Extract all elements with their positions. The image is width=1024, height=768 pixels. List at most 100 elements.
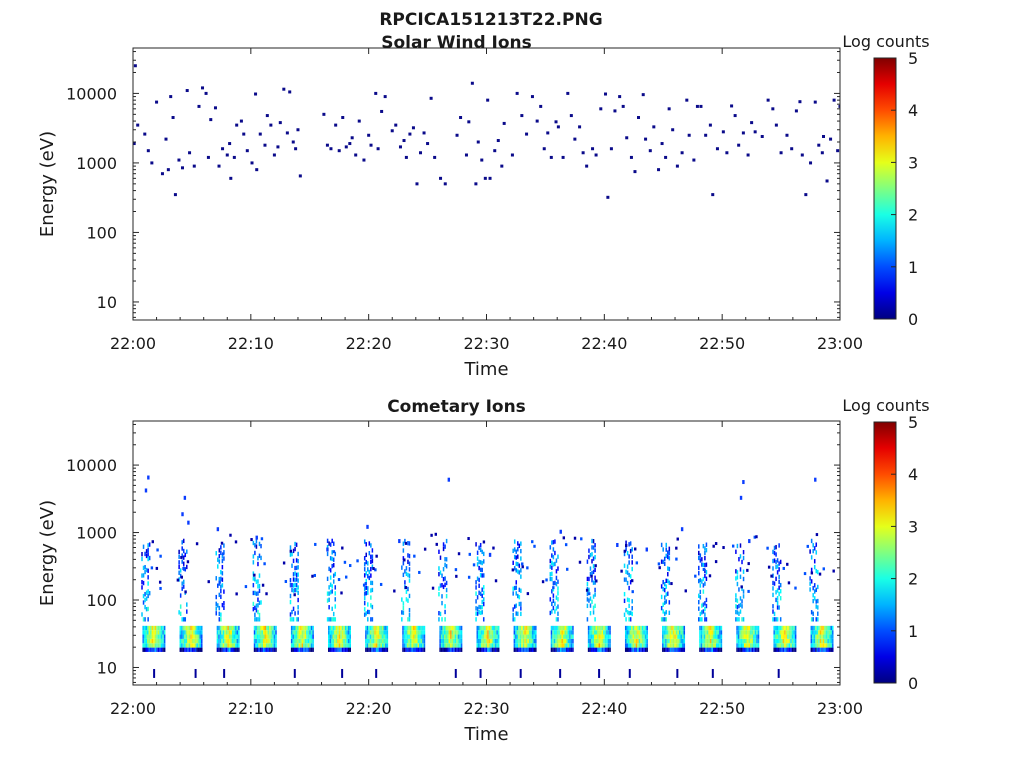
data-point <box>559 668 562 678</box>
data-cell <box>551 540 553 545</box>
data-point <box>630 579 634 583</box>
data-cell <box>668 600 671 605</box>
data-cell <box>371 587 374 593</box>
data-cell <box>672 643 675 648</box>
data-point <box>354 153 358 157</box>
data-cell <box>830 638 832 644</box>
data-cell <box>819 625 822 631</box>
data-cell <box>549 572 552 577</box>
data-cell <box>706 638 709 644</box>
data-cell <box>712 630 715 635</box>
data-cell <box>778 630 780 635</box>
data-cell <box>417 647 420 652</box>
data-point <box>467 575 471 579</box>
data-cell <box>810 634 813 639</box>
data-cell <box>663 625 666 631</box>
data-cell <box>756 638 758 644</box>
data-cell <box>699 643 701 648</box>
data-cell <box>711 638 713 644</box>
data-cell <box>816 647 819 652</box>
data-cell <box>187 647 189 652</box>
data-cell <box>631 606 633 611</box>
data-cell <box>460 630 463 635</box>
data-cell <box>631 554 633 559</box>
colorbar-tick-label: 5 <box>908 413 918 432</box>
data-cell <box>150 630 152 635</box>
data-cell <box>485 625 488 631</box>
panel-title: Cometary Ions <box>387 397 526 417</box>
data-point <box>483 176 487 180</box>
data-cell <box>668 625 670 631</box>
data-cell <box>518 570 521 575</box>
data-cell <box>778 543 780 548</box>
data-cell <box>367 590 369 595</box>
data-cell <box>831 634 834 639</box>
data-cell <box>825 638 828 644</box>
data-cell <box>179 611 182 616</box>
data-cell <box>200 634 203 639</box>
data-cell <box>377 630 379 635</box>
data-cell <box>312 630 314 635</box>
data-cell <box>668 550 671 556</box>
data-point <box>675 546 678 550</box>
data-cell <box>151 647 154 652</box>
data-cell <box>451 647 454 652</box>
data-point <box>708 123 712 127</box>
data-layer <box>141 475 835 678</box>
data-cell <box>626 564 629 569</box>
data-cell <box>810 630 813 635</box>
data-point <box>620 569 623 573</box>
data-cell <box>257 609 259 615</box>
data-cell <box>297 605 299 610</box>
data-cell <box>528 643 531 648</box>
data-cell <box>439 638 441 644</box>
data-cell <box>402 643 404 648</box>
data-cell <box>185 634 188 639</box>
data-cell <box>184 643 186 648</box>
data-cell <box>663 600 666 605</box>
data-cell <box>366 625 369 631</box>
data-cell <box>450 638 452 644</box>
data-cell <box>328 617 330 622</box>
data-cell <box>456 643 458 648</box>
data-cell <box>570 643 573 648</box>
data-cell <box>632 630 635 635</box>
data-cell <box>343 643 345 648</box>
data-point <box>664 155 668 159</box>
data-point <box>289 549 293 553</box>
data-cell <box>517 547 519 552</box>
data-point <box>809 161 813 165</box>
data-cell <box>813 546 816 551</box>
data-cell <box>309 634 311 639</box>
data-cell <box>141 579 143 585</box>
data-cell <box>255 539 258 544</box>
data-cell <box>370 554 372 559</box>
data-cell <box>588 576 590 582</box>
data-cell <box>409 643 412 648</box>
data-cell <box>408 607 411 613</box>
data-cell <box>306 643 308 648</box>
data-cell <box>720 634 723 639</box>
data-cell <box>191 630 194 635</box>
data-cell <box>625 617 627 622</box>
data-cell <box>776 617 779 622</box>
data-cell <box>445 557 448 562</box>
data-cell <box>255 617 258 622</box>
data-cell <box>484 634 486 639</box>
data-cell <box>830 630 832 635</box>
data-cell <box>831 630 834 635</box>
data-cell <box>291 583 293 588</box>
data-cell <box>442 643 444 648</box>
data-cell <box>402 548 405 553</box>
data-cell <box>595 634 598 639</box>
data-cell <box>328 643 330 648</box>
data-cell <box>592 545 595 550</box>
data-point <box>511 568 515 572</box>
data-cell <box>194 625 197 631</box>
data-cell <box>147 638 149 644</box>
data-cell <box>549 558 552 564</box>
data-cell <box>163 625 166 631</box>
data-cell <box>478 590 480 595</box>
data-cell <box>408 593 411 599</box>
data-cell <box>711 643 713 648</box>
